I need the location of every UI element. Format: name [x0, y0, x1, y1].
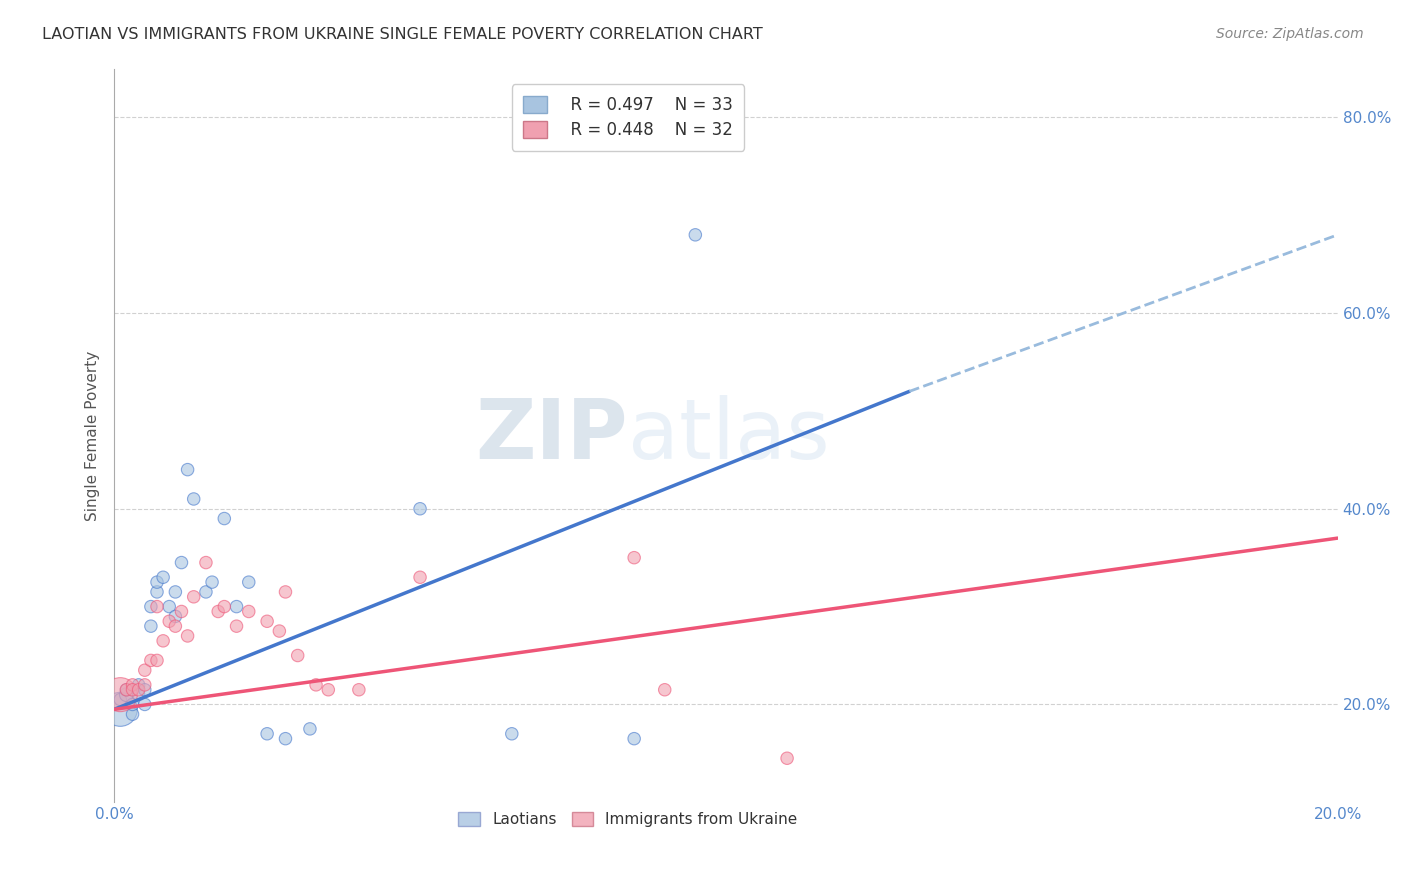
Point — [139, 599, 162, 614]
Point — [409, 570, 432, 584]
Text: ZIP: ZIP — [475, 395, 628, 476]
Point — [134, 698, 156, 712]
Point — [183, 590, 205, 604]
Y-axis label: Single Female Poverty: Single Female Poverty — [86, 351, 100, 521]
Point — [170, 605, 193, 619]
Point — [176, 462, 198, 476]
Point — [256, 614, 278, 628]
Point — [298, 722, 321, 736]
Point — [176, 629, 198, 643]
Point — [685, 227, 707, 242]
Point — [623, 550, 645, 565]
Point — [194, 556, 217, 570]
Point — [121, 678, 143, 692]
Legend: Laotians, Immigrants from Ukraine: Laotians, Immigrants from Ukraine — [451, 805, 806, 835]
Point — [214, 599, 236, 614]
Point — [146, 585, 169, 599]
Point — [165, 609, 187, 624]
Point — [165, 619, 187, 633]
Point — [183, 491, 205, 506]
Point — [146, 599, 169, 614]
Point — [194, 585, 217, 599]
Point — [654, 682, 676, 697]
Point — [115, 688, 138, 702]
Point — [201, 575, 224, 590]
Point — [110, 702, 132, 716]
Point — [157, 614, 180, 628]
Point — [623, 731, 645, 746]
Point — [238, 605, 260, 619]
Point — [347, 682, 370, 697]
Point — [152, 570, 174, 584]
Point — [157, 599, 180, 614]
Point — [274, 585, 297, 599]
Point — [146, 653, 169, 667]
Point — [110, 692, 132, 706]
Point — [225, 619, 247, 633]
Point — [121, 698, 143, 712]
Point — [152, 633, 174, 648]
Point — [214, 511, 236, 525]
Point — [134, 663, 156, 677]
Point — [316, 682, 339, 697]
Point — [305, 678, 328, 692]
Point — [238, 575, 260, 590]
Point — [121, 707, 143, 722]
Point — [287, 648, 309, 663]
Point — [128, 678, 150, 692]
Point — [128, 688, 150, 702]
Point — [115, 682, 138, 697]
Point — [165, 585, 187, 599]
Point — [139, 619, 162, 633]
Point — [256, 727, 278, 741]
Point — [134, 682, 156, 697]
Point — [121, 682, 143, 697]
Point — [207, 605, 229, 619]
Point — [134, 678, 156, 692]
Point — [170, 556, 193, 570]
Point — [115, 682, 138, 697]
Point — [269, 624, 291, 638]
Point — [128, 682, 150, 697]
Text: LAOTIAN VS IMMIGRANTS FROM UKRAINE SINGLE FEMALE POVERTY CORRELATION CHART: LAOTIAN VS IMMIGRANTS FROM UKRAINE SINGL… — [42, 27, 763, 42]
Point — [776, 751, 799, 765]
Point — [110, 688, 132, 702]
Point — [501, 727, 523, 741]
Point — [225, 599, 247, 614]
Point — [409, 501, 432, 516]
Point — [139, 653, 162, 667]
Point — [146, 575, 169, 590]
Text: Source: ZipAtlas.com: Source: ZipAtlas.com — [1216, 27, 1364, 41]
Text: atlas: atlas — [628, 395, 830, 476]
Point — [274, 731, 297, 746]
